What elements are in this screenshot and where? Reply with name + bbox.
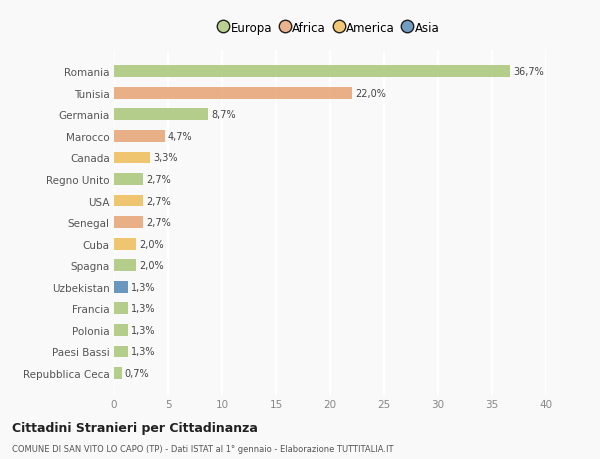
Bar — [114, 174, 143, 185]
Text: 1,3%: 1,3% — [131, 304, 156, 313]
Bar — [114, 303, 128, 314]
Bar — [114, 109, 208, 121]
Text: 2,7%: 2,7% — [146, 196, 171, 206]
Legend: Europa, Africa, America, Asia: Europa, Africa, America, Asia — [217, 18, 443, 39]
Text: 2,7%: 2,7% — [146, 174, 171, 185]
Bar — [114, 367, 122, 379]
Bar — [114, 281, 128, 293]
Bar — [114, 88, 352, 100]
Text: 3,3%: 3,3% — [153, 153, 178, 163]
Text: 0,7%: 0,7% — [125, 368, 149, 378]
Text: 22,0%: 22,0% — [355, 89, 386, 99]
Bar — [114, 260, 136, 272]
Text: 1,3%: 1,3% — [131, 282, 156, 292]
Bar — [114, 324, 128, 336]
Text: 2,0%: 2,0% — [139, 239, 163, 249]
Bar — [114, 152, 149, 164]
Text: 8,7%: 8,7% — [211, 110, 236, 120]
Text: 2,0%: 2,0% — [139, 261, 163, 271]
Text: 1,3%: 1,3% — [131, 325, 156, 335]
Bar — [114, 66, 511, 78]
Bar — [114, 346, 128, 358]
Bar — [114, 131, 165, 142]
Bar — [114, 238, 136, 250]
Bar — [114, 217, 143, 229]
Bar — [114, 195, 143, 207]
Text: Cittadini Stranieri per Cittadinanza: Cittadini Stranieri per Cittadinanza — [12, 421, 258, 434]
Text: 36,7%: 36,7% — [514, 67, 544, 77]
Text: 1,3%: 1,3% — [131, 347, 156, 357]
Text: 2,7%: 2,7% — [146, 218, 171, 228]
Text: 4,7%: 4,7% — [168, 132, 193, 141]
Text: COMUNE DI SAN VITO LO CAPO (TP) - Dati ISTAT al 1° gennaio - Elaborazione TUTTIT: COMUNE DI SAN VITO LO CAPO (TP) - Dati I… — [12, 444, 394, 453]
